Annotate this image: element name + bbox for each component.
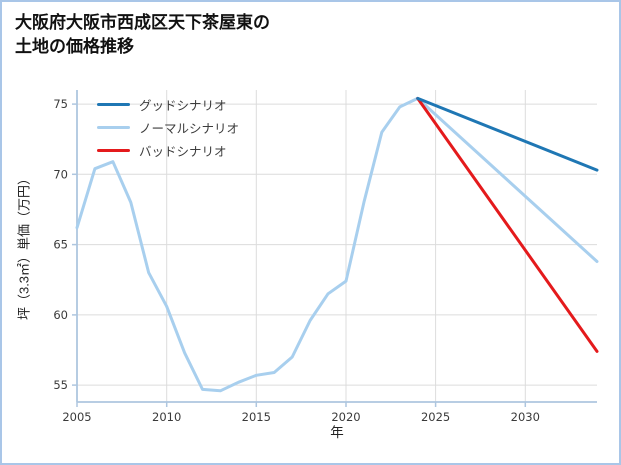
good-scenario-line bbox=[416, 96, 599, 172]
bad-scenario-line bbox=[416, 96, 599, 353]
bad-scenario-legend-item: バッドシナリオ bbox=[97, 139, 239, 162]
x-tick-label: 2030 bbox=[511, 410, 540, 424]
good-scenario-legend-swatch bbox=[97, 103, 130, 106]
good-scenario-legend-label: グッドシナリオ bbox=[139, 99, 227, 113]
normal-scenario-line bbox=[75, 96, 599, 393]
normal-scenario-legend-swatch bbox=[97, 126, 130, 129]
y-tick-label: 55 bbox=[53, 378, 68, 392]
x-axis-label: 年 bbox=[330, 425, 344, 440]
x-tick-label: 2015 bbox=[242, 410, 271, 424]
x-tick-label: 2020 bbox=[331, 410, 360, 424]
normal-scenario-legend-label: ノーマルシナリオ bbox=[139, 122, 240, 136]
bad-scenario-legend-swatch bbox=[97, 149, 130, 152]
y-tick-label: 60 bbox=[53, 308, 68, 322]
y-tick-label: 75 bbox=[53, 97, 68, 111]
x-tick-label: 2025 bbox=[421, 410, 450, 424]
y-tick-label: 70 bbox=[53, 167, 68, 181]
legend: グッドシナリオ ノーマルシナリオ バッドシナリオ bbox=[97, 93, 239, 162]
normal-scenario-legend-item: ノーマルシナリオ bbox=[97, 116, 239, 139]
chart-title: 大阪府大阪市西成区天下茶屋東の 土地の価格推移 bbox=[15, 13, 270, 57]
y-axis-label: 坪（3.3㎡）単価（万円） bbox=[16, 171, 32, 321]
good-scenario-legend-item: グッドシナリオ bbox=[97, 93, 239, 116]
y-tick-label: 65 bbox=[53, 238, 68, 252]
x-tick-label: 2005 bbox=[62, 410, 91, 424]
x-tick-label: 2010 bbox=[152, 410, 181, 424]
bad-scenario-legend-label: バッドシナリオ bbox=[139, 145, 227, 159]
